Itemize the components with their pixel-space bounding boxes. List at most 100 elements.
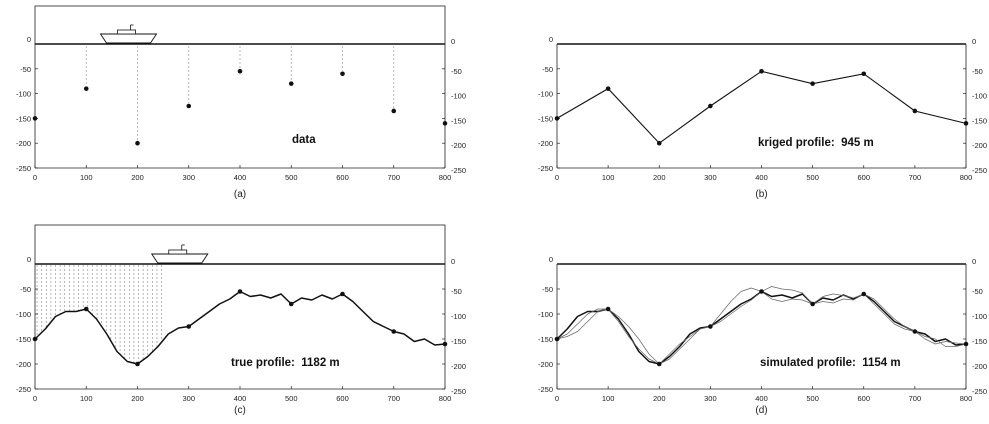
- x-tick-label: 700: [909, 173, 922, 182]
- y-tick-label-right: -50: [451, 67, 462, 76]
- y-tick-label-right: -100: [972, 92, 987, 101]
- y-tick-label-left: 0: [549, 35, 553, 44]
- data-point: [963, 341, 969, 347]
- data-point: [340, 71, 345, 77]
- data-point: [237, 68, 243, 74]
- x-tick-label: 0: [33, 394, 37, 403]
- x-tick-label: 400: [234, 173, 247, 182]
- y-tick-label-left: -250: [538, 164, 553, 173]
- panel-label: (c): [234, 405, 246, 416]
- y-tick-label-right: -50: [451, 287, 462, 296]
- x-tick-label: 100: [80, 394, 93, 403]
- data-point: [442, 121, 448, 126]
- x-tick-label: 300: [182, 173, 195, 182]
- x-tick-label: 0: [555, 173, 559, 182]
- y-tick-label-left: -200: [16, 139, 31, 148]
- data-point: [656, 361, 662, 367]
- data-point: [912, 108, 918, 114]
- data-point: [135, 140, 140, 146]
- x-tick-label: 100: [602, 173, 615, 182]
- hatch-area: [36, 265, 162, 364]
- y-tick-label-right: -50: [972, 287, 983, 296]
- data-point: [810, 301, 815, 307]
- x-tick-label: 400: [755, 173, 768, 182]
- data-point: [288, 81, 294, 86]
- y-tick-label-right: -150: [451, 337, 466, 346]
- x-tick-label: 600: [857, 173, 870, 182]
- profile-annotation: data: [292, 134, 316, 146]
- y-tick-label-left: -100: [16, 90, 31, 99]
- y-tick-label-left: 0: [549, 255, 553, 264]
- chart-panel-4: 0 100 200 300 400 500 600 700 800 0 0 -50 -50 -100 -10…: [538, 255, 987, 416]
- chart-panel-1: 0 100 200 300 400 500 600 700 800 0 0 -50 -50 -100 -10…: [16, 5, 466, 200]
- x-tick-label: 500: [806, 394, 819, 403]
- ship-icon: [150, 244, 209, 264]
- y-tick-label-left: -150: [16, 114, 31, 123]
- data-point: [605, 306, 611, 312]
- data-point: [912, 329, 918, 334]
- y-tick-label-right: -100: [451, 92, 466, 101]
- series-line-2: [556, 286, 967, 365]
- y-tick-label-left: -250: [16, 385, 31, 394]
- data-point: [340, 291, 345, 297]
- x-tick-label: 400: [755, 394, 768, 403]
- y-tick-label-left: -250: [538, 385, 553, 394]
- data-point: [759, 289, 764, 294]
- data-point: [861, 71, 867, 77]
- x-tick-label: 600: [336, 394, 349, 403]
- x-tick-label: 700: [387, 173, 400, 182]
- y-tick-label-left: -200: [538, 139, 553, 148]
- data-point: [708, 324, 713, 329]
- y-tick-label-right: -250: [451, 387, 466, 396]
- y-tick-label-right: -250: [451, 166, 466, 175]
- y-tick-label-left: 0: [27, 255, 31, 264]
- x-tick-label: 500: [285, 173, 298, 182]
- data-point: [442, 341, 448, 347]
- y-tick-label-left: -250: [16, 164, 31, 173]
- y-tick-label-right: -200: [451, 141, 466, 150]
- panel-label: (a): [234, 189, 246, 200]
- y-tick-label-right: -200: [972, 362, 987, 371]
- x-tick-label: 100: [80, 173, 93, 182]
- x-tick-label: 600: [857, 394, 870, 403]
- data-point: [391, 329, 397, 334]
- profile-annotation: kriged profile: 945 m: [758, 137, 874, 149]
- profile-annotation: simulated profile: 1154 m: [760, 357, 901, 369]
- series-line-3: [556, 291, 967, 365]
- panel-label: (d): [755, 405, 767, 416]
- data-point: [810, 81, 815, 86]
- y-tick-label-right: -200: [451, 362, 466, 371]
- x-tick-label: 200: [131, 394, 144, 403]
- y-tick-label-right: -250: [972, 387, 987, 396]
- x-tick-label: 800: [960, 173, 973, 182]
- y-tick-label-left: -50: [542, 65, 553, 74]
- y-tick-label-left: -50: [20, 285, 31, 294]
- data-point: [554, 336, 560, 342]
- y-tick-label-left: -150: [16, 335, 31, 344]
- x-tick-label: 700: [387, 394, 400, 403]
- x-tick-label: 200: [653, 394, 666, 403]
- y-tick-label-right: -200: [972, 141, 987, 150]
- x-tick-label: 300: [704, 173, 717, 182]
- y-tick-label-right: 0: [972, 257, 976, 266]
- data-point: [32, 336, 38, 342]
- y-tick-label-right: -100: [451, 312, 466, 321]
- y-tick-label-left: 0: [27, 35, 31, 44]
- data-point: [32, 116, 38, 121]
- x-tick-label: 100: [602, 394, 615, 403]
- y-tick-label-right: -150: [972, 337, 987, 346]
- x-tick-label: 0: [33, 173, 37, 182]
- data-point: [186, 324, 192, 329]
- y-tick-label-left: -150: [538, 114, 553, 123]
- data-point: [554, 116, 560, 121]
- x-tick-label: 800: [439, 394, 452, 403]
- y-tick-label-right: -50: [972, 67, 983, 76]
- x-tick-label: 700: [909, 394, 922, 403]
- y-tick-label-right: -150: [972, 116, 987, 125]
- x-tick-label: 200: [131, 173, 144, 182]
- data-point: [759, 68, 764, 74]
- sky-frame: [34, 224, 446, 265]
- chart-panel-2: 0 100 200 300 400 500 600 700 800 0 0 -50 -50 -100 -10…: [538, 35, 987, 200]
- data-point: [83, 86, 89, 91]
